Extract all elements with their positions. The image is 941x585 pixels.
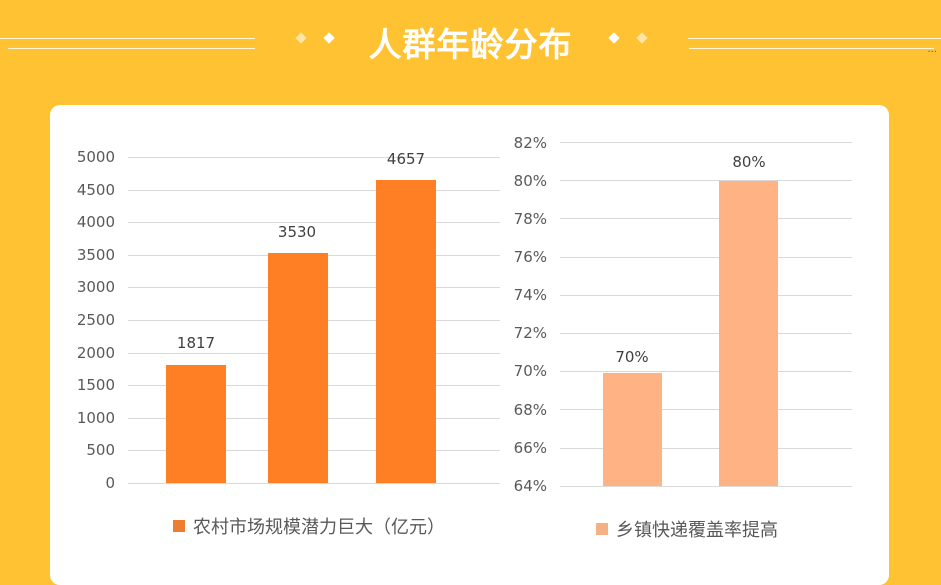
gridline bbox=[560, 409, 852, 410]
legend-swatch bbox=[596, 523, 608, 535]
y-tick-label: 5000 bbox=[76, 148, 115, 166]
gridline bbox=[560, 295, 852, 296]
y-tick-label: 4000 bbox=[76, 213, 115, 231]
gridline bbox=[128, 157, 500, 158]
gridline bbox=[560, 257, 852, 258]
bar-3530 bbox=[268, 253, 328, 483]
gridline bbox=[128, 190, 500, 191]
legend-right: 乡镇快递覆盖率提高 bbox=[596, 516, 778, 542]
y-tick-label: 1500 bbox=[76, 376, 115, 394]
y-tick-label: 500 bbox=[86, 441, 115, 459]
legend-swatch bbox=[173, 520, 185, 532]
data-label: 3530 bbox=[277, 223, 317, 241]
legend-label: 乡镇快递覆盖率提高 bbox=[616, 520, 778, 541]
gridline bbox=[560, 371, 852, 372]
y-tick-label: 72% bbox=[513, 324, 547, 342]
gridline bbox=[560, 142, 852, 143]
y-tick-label: 3000 bbox=[76, 278, 115, 296]
gridline bbox=[560, 486, 852, 487]
gridline bbox=[128, 483, 500, 484]
legend-left: 农村市场规模潜力巨大（亿元） bbox=[173, 513, 445, 539]
data-label: 4657 bbox=[386, 150, 426, 168]
header-line-right-bottom bbox=[689, 48, 934, 49]
gridline bbox=[560, 448, 852, 449]
y-tick-label: 2500 bbox=[76, 311, 115, 329]
bar-1817 bbox=[166, 365, 226, 483]
y-tick-label: 68% bbox=[513, 401, 547, 419]
y-tick-label: 76% bbox=[513, 248, 547, 266]
bar-70-percent bbox=[603, 373, 662, 486]
y-tick-label: 64% bbox=[513, 477, 547, 495]
bar-80-percent bbox=[719, 181, 778, 486]
y-tick-label: 74% bbox=[513, 286, 547, 304]
left-bar-chart: 5000 4500 4000 3500 3000 2500 2000 1500 … bbox=[76, 148, 500, 539]
more-dots-icon: ... bbox=[927, 44, 937, 55]
y-tick-label: 80% bbox=[513, 172, 547, 190]
y-tick-label: 70% bbox=[513, 362, 547, 380]
gridline bbox=[560, 333, 852, 334]
page-title: 人群年龄分布 bbox=[368, 25, 573, 64]
y-tick-label: 82% bbox=[513, 134, 547, 152]
y-tick-label: 78% bbox=[513, 210, 547, 228]
gridline bbox=[128, 222, 500, 223]
header-line-right-top bbox=[688, 38, 941, 39]
bar-4657 bbox=[376, 180, 436, 483]
header-line-left-bottom bbox=[8, 48, 255, 49]
data-label: 80% bbox=[732, 153, 766, 171]
y-tick-label: 3500 bbox=[76, 246, 115, 264]
right-bar-chart: 82% 80% 78% 76% 74% 72% 70% 68% 66% 64% … bbox=[513, 134, 852, 542]
gridline bbox=[560, 180, 852, 181]
header-line-left-top bbox=[0, 38, 255, 39]
legend-label: 农村市场规模潜力巨大（亿元） bbox=[193, 517, 445, 538]
data-label: 70% bbox=[615, 348, 649, 366]
y-tick-label: 0 bbox=[105, 474, 115, 492]
data-label: 1817 bbox=[176, 334, 216, 352]
gridline bbox=[560, 218, 852, 219]
y-tick-label: 1000 bbox=[76, 409, 115, 427]
y-tick-label: 2000 bbox=[76, 344, 115, 362]
y-tick-label: 66% bbox=[513, 439, 547, 457]
y-tick-label: 4500 bbox=[76, 181, 115, 199]
